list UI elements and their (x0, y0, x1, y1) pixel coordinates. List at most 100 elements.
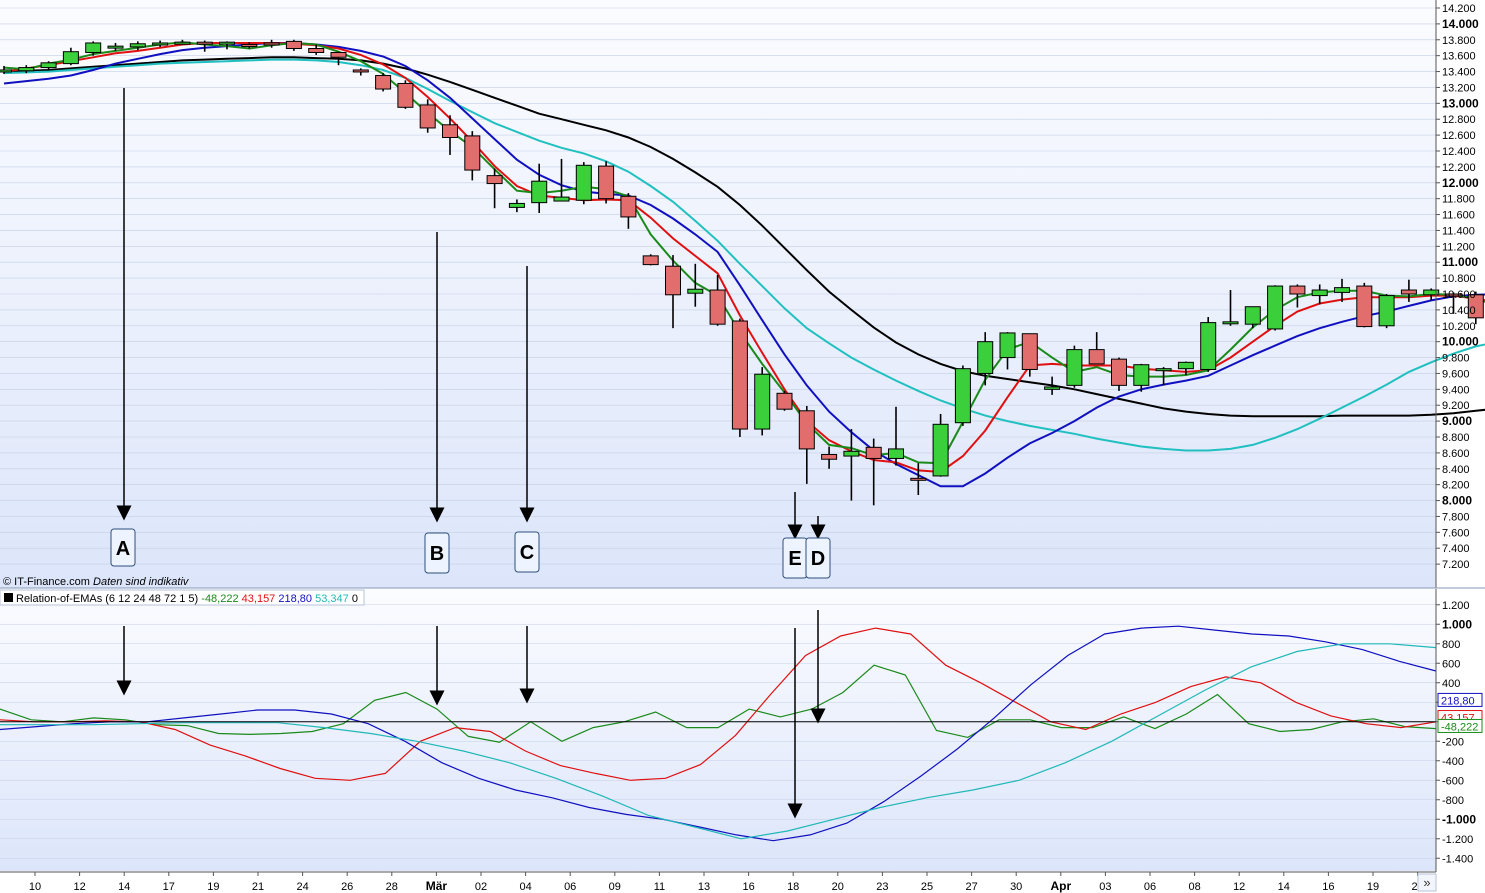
candle-body-down (419, 104, 436, 129)
candle-body-down (910, 477, 927, 481)
price-tick-label: 8.000 (1442, 494, 1472, 508)
candle-body-down (308, 48, 325, 53)
candle (1222, 290, 1239, 326)
candle (1378, 294, 1395, 329)
candle (308, 44, 325, 55)
indicator-tick-label: 1.000 (1442, 617, 1472, 631)
price-tick-label: 10.600 (1442, 289, 1476, 301)
candle (174, 39, 191, 45)
candle (598, 161, 615, 204)
price-tick-label: 7.600 (1442, 527, 1470, 539)
candle-body-down (464, 135, 481, 171)
candle (397, 80, 414, 109)
candle-body-down (1111, 358, 1127, 386)
price-tick-label: 13.000 (1442, 96, 1479, 110)
price-tick-label: 9.800 (1442, 353, 1470, 365)
credit-line: © IT-Finance.com Daten sind indikativ (3, 576, 190, 588)
indicator-line-ema-12 (0, 627, 1437, 781)
candle (1044, 376, 1061, 395)
x-tick-label: 25 (921, 881, 933, 893)
candle (196, 40, 213, 52)
candle (999, 332, 1016, 370)
candle (531, 163, 548, 213)
legend-value-ema24: 218,80 (278, 593, 312, 605)
candle (85, 41, 102, 56)
indicator-line-ema-48 (0, 643, 1437, 840)
x-axis: 10 12 14 17 19 21 24 26 28 Mär 02 04 06 09 11 13 16 18 20 2… (0, 871, 1436, 893)
indicator-plot-background (0, 589, 1436, 871)
candle (1334, 278, 1350, 302)
candle-body-up (85, 42, 102, 53)
x-tick-label: 21 (252, 881, 264, 893)
candle (687, 263, 704, 307)
x-tick-label: 26 (341, 881, 353, 893)
candle-body-up (0, 69, 12, 73)
indicator-tick-label: 400 (1442, 678, 1460, 690)
candle (1066, 345, 1083, 388)
candle-body-down (865, 446, 882, 459)
x-tick-label: 14 (1278, 881, 1290, 893)
candle (285, 39, 302, 51)
candle (352, 68, 369, 76)
x-tick-label: 30 (1010, 881, 1022, 893)
candle (330, 51, 347, 66)
price-tick-label: 9.400 (1442, 384, 1470, 396)
indicator-panel: -1.400-1.200-1.000-800-600-400-200020040… (0, 589, 1483, 872)
nav-next-button[interactable]: » (1417, 873, 1437, 892)
candle (107, 42, 124, 51)
nav-next-box[interactable] (1417, 873, 1437, 892)
legend-value-ema48: 53,347 (315, 593, 349, 605)
candle (1400, 279, 1417, 302)
price-y-axis: 7.200 7.400 7.600 7.800 8.000 8.200 8.400 8.600… (1435, 0, 1479, 588)
candle-body-up (1155, 368, 1172, 372)
candle (486, 168, 503, 209)
legend-text: Relation-of-EMAs (6 12 24 48 72 1 5) -48… (16, 593, 358, 605)
candle-body-up (1378, 295, 1395, 327)
price-tick-label: 13.800 (1442, 35, 1476, 47)
candle (553, 158, 570, 202)
price-candles (0, 39, 1484, 506)
candle (665, 255, 681, 329)
candle (865, 438, 882, 506)
price-tick-label: 11.400 (1442, 225, 1475, 237)
candle (442, 115, 458, 155)
candle (843, 429, 860, 501)
price-tick-label: 11.000 (1442, 255, 1478, 269)
candle-body-up (174, 41, 191, 45)
price-tick-label: 8.800 (1442, 432, 1470, 444)
indicator-badge-box (1437, 692, 1483, 707)
marker-b: B (424, 532, 450, 574)
candle-body-up (1267, 285, 1284, 330)
credit-note: Daten sind indikativ (93, 576, 190, 588)
candle-body-up (754, 373, 771, 430)
candle-body-up (1423, 289, 1440, 296)
candle-body-down (285, 40, 302, 50)
marker-a: A (110, 528, 136, 567)
price-tick-label: 11.600 (1442, 210, 1475, 222)
candle (241, 42, 258, 49)
indicator-tick-label: 600 (1442, 658, 1460, 670)
x-tick-label: 09 (609, 881, 621, 893)
candle (776, 390, 793, 411)
indicator-tick-label: -400 (1442, 756, 1464, 768)
chevron-right-icon[interactable]: » (1423, 875, 1430, 890)
price-grid (0, 7, 1436, 565)
candle (642, 254, 659, 266)
candle (1356, 282, 1373, 328)
candle-body-up (1200, 322, 1217, 370)
x-tick-label: 02 (475, 881, 487, 893)
candle-body-down (598, 165, 615, 200)
price-panel: 7.200 7.400 7.600 7.800 8.000 8.200 8.400 8.600… (0, 0, 1485, 588)
price-ema-line-1 (3, 42, 1485, 474)
legend-background (0, 589, 365, 606)
candle-body-down (486, 175, 503, 185)
x-tick-label: 13 (698, 881, 710, 893)
price-tick-label: 10.000 (1442, 335, 1479, 349)
marker-c-box (514, 531, 540, 573)
price-tick-label: 13.600 (1442, 51, 1476, 63)
x-tick-label: Apr (1050, 879, 1071, 893)
candle-body-down (776, 392, 793, 410)
candle (0, 65, 12, 74)
candle-body-up (1133, 364, 1150, 386)
candle-body-up (888, 448, 904, 459)
